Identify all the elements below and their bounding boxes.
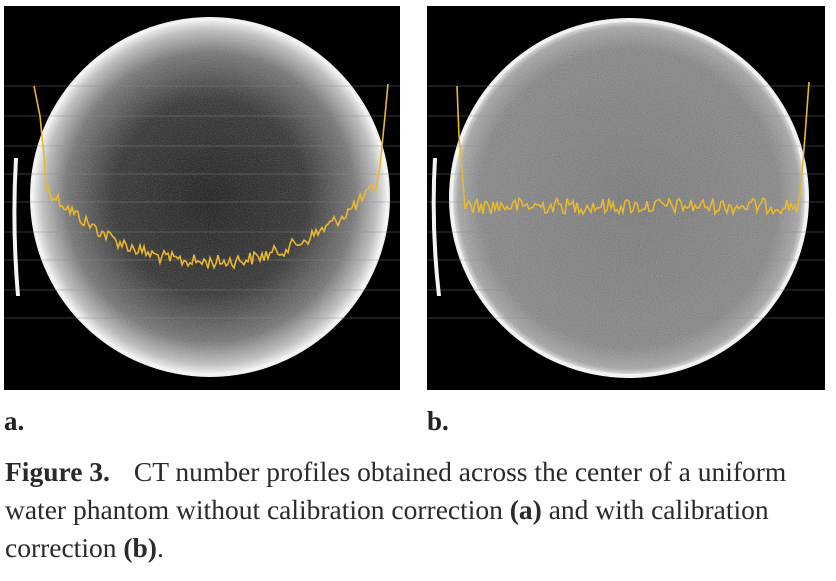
profile-gridlines [427,85,825,319]
figure-label: Figure 3. [5,456,110,487]
panel-label-b: b. [427,406,449,436]
caption-text-1: CT number profiles obtained across the c… [5,456,787,525]
panel-label-a: a. [4,406,25,436]
ct-number-profile [33,83,389,270]
caption-text-2: and with calibration correction [5,494,769,563]
ct-image-b [427,18,825,378]
figure-caption: Figure 3. CT number profiles obtained acr… [5,453,831,567]
caption-text-3: . [156,532,164,563]
ct-image-a [4,17,400,377]
side-marker [12,158,20,296]
side-marker [431,158,441,296]
image-noise [34,21,386,373]
ct-image-panel-a [4,6,400,390]
ct-image-panel-b [427,6,825,390]
caption-ref-b: (b) [123,532,157,563]
ct-number-profile [456,81,810,217]
image-noise [453,22,805,374]
caption-ref-a: (a) [509,494,542,525]
profile-gridlines [4,85,400,319]
